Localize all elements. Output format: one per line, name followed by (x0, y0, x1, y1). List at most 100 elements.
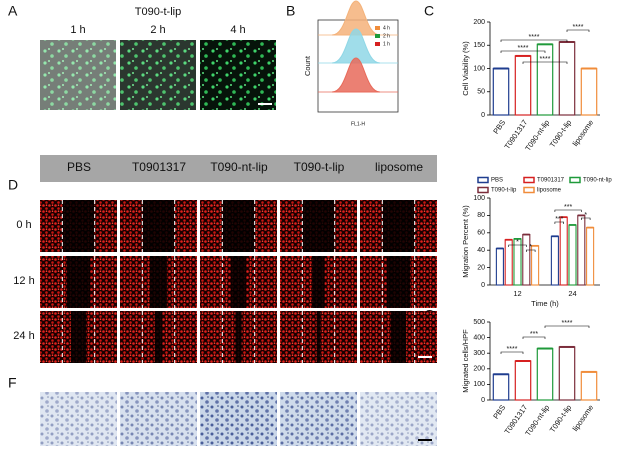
bar (559, 216, 568, 286)
time-label: 1 h (70, 24, 85, 36)
histogram-curve (331, 57, 381, 93)
bar (522, 233, 531, 286)
bar (536, 347, 554, 401)
significance-label: **** (507, 346, 518, 353)
bar (580, 67, 598, 116)
legend-swatch (523, 186, 535, 194)
x-tick-label: PBS (491, 118, 507, 135)
y-tick-label: 0 (481, 282, 485, 289)
legend-swatch (523, 176, 535, 184)
significance-label: **** (562, 320, 573, 327)
significance-label: * (584, 212, 587, 219)
y-tick-label: 300 (473, 350, 485, 357)
significance-label: * (529, 244, 532, 251)
legend-label: T090-t-lip (491, 188, 517, 194)
y-tick-label: 50 (477, 89, 485, 96)
bar (492, 373, 510, 401)
x-tick-label: liposome (571, 403, 596, 433)
scratch-gap (66, 256, 91, 308)
x-tick-label: T090-t-lip (548, 118, 574, 149)
transwell-image (360, 392, 437, 446)
y-tick-label: 100 (473, 195, 485, 202)
axis-label: Count (303, 55, 312, 76)
axis-label: Cell Viability (%) (461, 41, 470, 96)
bar (577, 214, 586, 286)
legend-swatch (569, 176, 581, 184)
group-label: T0901317 (132, 160, 186, 174)
axis-label: FL1-H (351, 121, 365, 127)
bar (580, 371, 598, 401)
group-label: T090-t-lip (294, 160, 345, 174)
microscopy-image (200, 40, 276, 110)
bar (492, 67, 510, 116)
y-tick-label: 100 (473, 65, 485, 72)
group-label: PBS (67, 160, 91, 174)
time-label: 12 h (13, 275, 34, 287)
histogram-curve (331, 28, 381, 64)
time-label: 4 h (230, 24, 245, 36)
bar (495, 247, 504, 286)
significance-bracket (554, 221, 564, 224)
panel-label: D (8, 177, 18, 193)
legend-swatch (375, 42, 380, 46)
scratch-gap (230, 256, 247, 308)
bar (568, 224, 577, 286)
scratch-gap (70, 311, 87, 363)
legend-label: T0901317 (537, 178, 565, 184)
transwell-image (280, 392, 357, 446)
panel-label: F (8, 375, 17, 391)
significance-bracket (500, 50, 546, 53)
significance-label: *** (564, 204, 572, 211)
header-band (40, 155, 437, 182)
x-tick-label: T090-t-lip (548, 403, 574, 434)
legend-label: liposome (537, 188, 562, 194)
scratch-gap (390, 311, 407, 363)
axis-label: Migrated cells/HPF (461, 329, 470, 393)
scratch-gap (235, 311, 242, 363)
significance-bracket (500, 39, 568, 42)
y-tick-label: 200 (473, 19, 485, 26)
x-tick-label: PBS (491, 403, 507, 420)
panel-label: A (8, 3, 18, 19)
x-tick-label: liposome (571, 118, 596, 148)
scratch-gap (62, 200, 95, 252)
y-tick-label: 0 (481, 397, 485, 404)
legend-label: 4 h (383, 25, 390, 31)
scratch-gap (222, 200, 255, 252)
legend-label: 1 h (383, 41, 390, 47)
time-label: 0 h (16, 219, 31, 231)
bar (514, 55, 532, 116)
y-tick-label: 60 (477, 230, 485, 237)
significance-bracket (544, 325, 590, 328)
scratch-gap (386, 256, 411, 308)
y-tick-label: 40 (477, 247, 485, 254)
time-label: 2 h (150, 24, 165, 36)
panel-label: B (286, 3, 295, 19)
transwell-image (200, 392, 277, 446)
significance-bracket (581, 217, 591, 220)
significance-label: *** (555, 216, 563, 223)
significance-bracket (500, 351, 524, 354)
y-tick-label: 80 (477, 212, 485, 219)
time-label: 24 h (13, 330, 34, 342)
legend-label: T090-nt-lip (583, 178, 612, 184)
scratch-gap (142, 200, 175, 252)
significance-bracket (566, 29, 590, 32)
axis-label: Time (h) (531, 299, 559, 308)
legend-swatch (477, 176, 489, 184)
group-label: T090-nt-lip (210, 160, 268, 174)
bar (550, 235, 559, 286)
significance-label: **** (518, 45, 529, 52)
y-tick-label: 400 (473, 334, 485, 341)
y-tick-label: 100 (473, 381, 485, 388)
transwell-image (40, 392, 117, 446)
panel-a-title: T090-t-lip (135, 6, 181, 18)
bar (514, 360, 532, 401)
scratch-gap (154, 311, 163, 363)
legend-swatch (375, 34, 380, 38)
microscopy-image (40, 40, 116, 110)
legend-swatch (477, 186, 489, 194)
y-tick-label: 150 (473, 42, 485, 49)
y-tick-label: 500 (473, 319, 485, 326)
transwell-image (120, 392, 197, 446)
